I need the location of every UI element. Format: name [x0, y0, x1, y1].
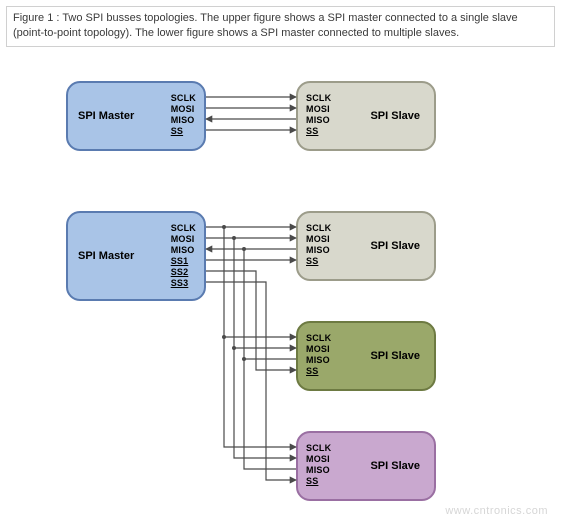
pin-label: MOSI	[306, 454, 331, 465]
node-spi-slave-4: SCLKMOSIMISOSS SPI Slave	[296, 431, 436, 501]
node-title: SPI Master	[68, 250, 134, 262]
node-spi-slave-3: SCLKMOSIMISOSS SPI Slave	[296, 321, 436, 391]
pin-label: MISO	[306, 115, 331, 126]
pin-label: SS2	[171, 267, 196, 278]
pin-label: SCLK	[171, 223, 196, 234]
pin-label: SS	[171, 126, 196, 137]
pin-label: MISO	[171, 245, 196, 256]
pins-slave-top: SCLKMOSIMISOSS	[306, 93, 331, 137]
pin-label: SCLK	[171, 93, 196, 104]
pin-label: SS	[306, 126, 331, 137]
node-title: SPI Slave	[360, 240, 434, 252]
pins-master-top: SCLKMOSIMISOSS	[171, 93, 196, 137]
pin-label: MOSI	[171, 234, 196, 245]
node-spi-slave-2: SCLKMOSIMISOSS SPI Slave	[296, 211, 436, 281]
pin-label: SS	[306, 476, 331, 487]
node-spi-master-top: SPI Master SCLKMOSIMISOSS	[66, 81, 206, 151]
pin-label: SS	[306, 256, 331, 267]
pin-label: SS3	[171, 278, 196, 289]
pin-label: MOSI	[171, 104, 196, 115]
figure-caption: Figure 1 : Two SPI busses topologies. Th…	[6, 6, 555, 47]
node-spi-master-bottom: SPI Master SCLKMOSIMISOSS1SS2SS3	[66, 211, 206, 301]
pin-label: SCLK	[306, 223, 331, 234]
pin-label: SS	[306, 366, 331, 377]
pin-label: MOSI	[306, 234, 331, 245]
pin-label: MISO	[306, 245, 331, 256]
diagram-stage: SPI Master SCLKMOSIMISOSS SCLKMOSIMISOSS…	[6, 61, 554, 521]
node-title: SPI Slave	[360, 350, 434, 362]
pins-master-bottom: SCLKMOSIMISOSS1SS2SS3	[171, 223, 196, 289]
pins-slave-4: SCLKMOSIMISOSS	[306, 443, 331, 487]
pin-label: SCLK	[306, 93, 331, 104]
node-spi-slave-top: SCLKMOSIMISOSS SPI Slave	[296, 81, 436, 151]
pin-label: SCLK	[306, 333, 331, 344]
pins-slave-3: SCLKMOSIMISOSS	[306, 333, 331, 377]
pin-label: SCLK	[306, 443, 331, 454]
pin-label: MISO	[306, 355, 331, 366]
pin-label: MOSI	[306, 104, 331, 115]
pin-label: MISO	[306, 465, 331, 476]
pin-label: SS1	[171, 256, 196, 267]
node-title: SPI Master	[68, 110, 134, 122]
pin-label: MISO	[171, 115, 196, 126]
pins-slave-2: SCLKMOSIMISOSS	[306, 223, 331, 267]
watermark: www.cntronics.com	[445, 505, 548, 517]
node-title: SPI Slave	[360, 110, 434, 122]
node-title: SPI Slave	[360, 460, 434, 472]
pin-label: MOSI	[306, 344, 331, 355]
